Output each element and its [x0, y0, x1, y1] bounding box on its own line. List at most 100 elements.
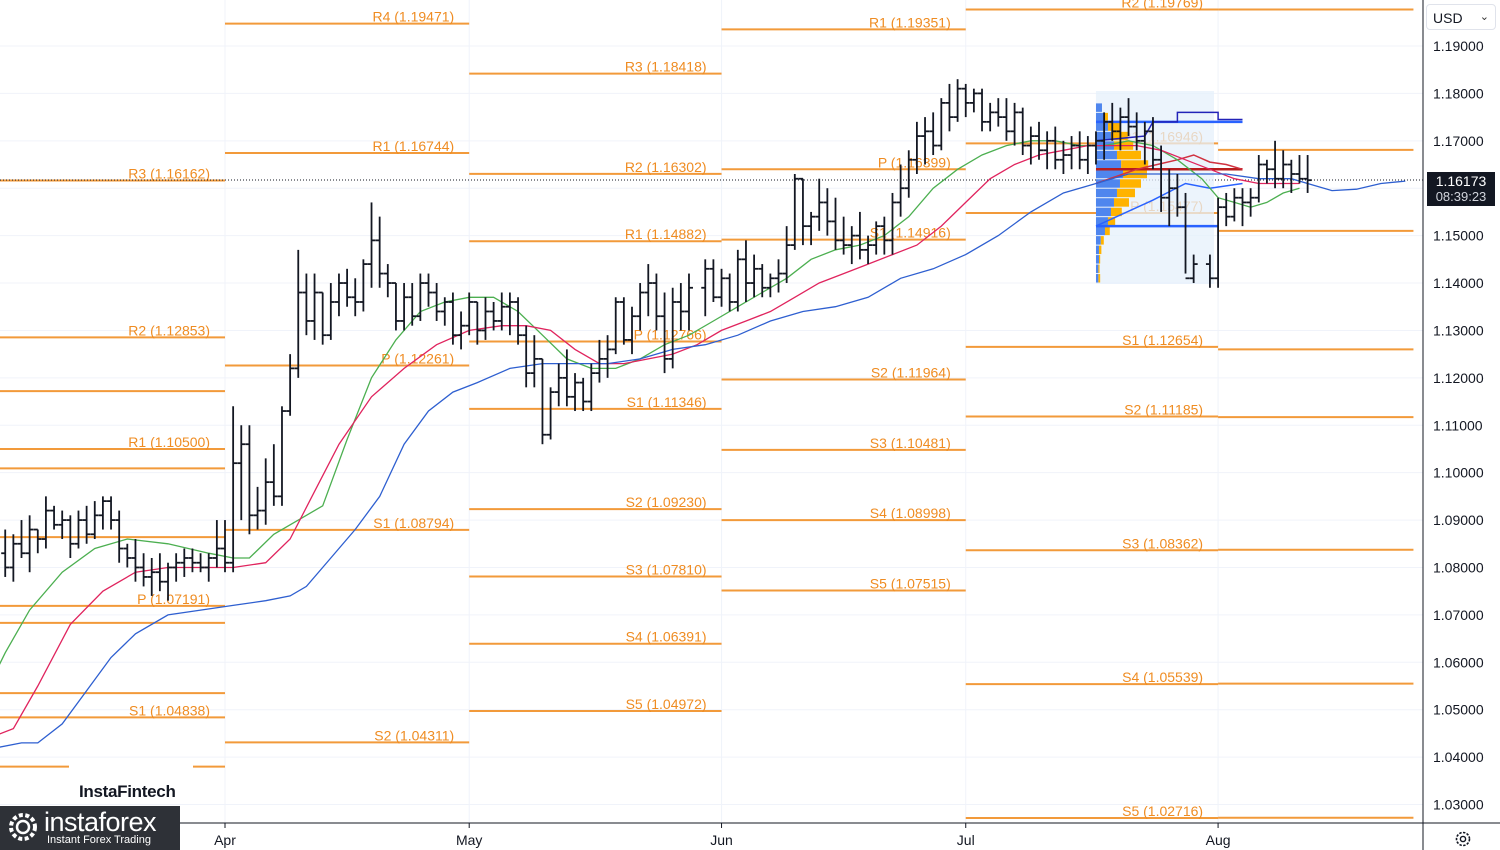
moving-average-line	[0, 173, 1308, 748]
moving-averages	[0, 140, 1406, 748]
ohlc-bar	[823, 188, 832, 236]
volume-bar-blue	[1095, 226, 1105, 236]
ohlc-bar	[652, 273, 661, 331]
ohlc-bar	[1, 529, 10, 577]
pivot-level-label: S3 (1.10481)	[870, 435, 951, 451]
ohlc-bar	[798, 177, 807, 246]
settings-gear-icon[interactable]	[1453, 829, 1473, 849]
currency-label: USD	[1433, 10, 1463, 26]
volume-bar-blue	[1095, 160, 1122, 169]
ohlc-bar	[164, 562, 173, 601]
x-tick-label: May	[456, 832, 482, 848]
y-tick-label: 1.08000	[1433, 559, 1484, 575]
ohlc-bar	[937, 98, 946, 151]
ohlc-bar	[1271, 140, 1280, 189]
price-bars	[1, 79, 1312, 601]
ohlc-bar	[50, 505, 59, 530]
ohlc-bar	[766, 273, 775, 298]
volume-bar-blue	[1095, 245, 1099, 255]
bar-countdown: 08:39:23	[1435, 189, 1487, 204]
ohlc-bar	[277, 406, 286, 506]
pivot-level-label: R1 (1.19351)	[869, 14, 951, 30]
ohlc-bar	[750, 254, 759, 298]
ohlc-bar	[587, 363, 596, 412]
ohlc-bar	[1043, 131, 1052, 170]
y-tick-label: 1.19000	[1433, 38, 1484, 54]
y-tick-label: 1.04000	[1433, 749, 1484, 765]
currency-select[interactable]: USD ⌄	[1426, 4, 1496, 30]
pivot-level-label: S1 (1.11346)	[627, 394, 707, 410]
x-tick-label: Jun	[710, 832, 733, 848]
pivot-level-label: R3 (1.16162)	[128, 166, 210, 182]
volume-bar-blue	[1095, 236, 1101, 245]
y-tick-label: 1.14000	[1433, 275, 1484, 291]
ohlc-bar	[514, 297, 523, 345]
ohlc-bar	[465, 292, 474, 336]
ohlc-bar	[489, 301, 498, 331]
volume-bar-blue	[1095, 274, 1099, 283]
ohlc-bar	[58, 510, 67, 540]
pivot-level-label: R2 (1.16302)	[625, 159, 707, 175]
ohlc-bar	[571, 373, 580, 412]
pivot-level-label: S5 (1.04972)	[626, 696, 707, 712]
ohlc-bar	[359, 259, 368, 312]
volume-bar-orange	[1116, 150, 1141, 160]
ohlc-bar	[188, 548, 197, 573]
y-tick-label: 1.13000	[1433, 322, 1484, 338]
ohlc-bar	[147, 557, 156, 596]
ohlc-bar	[774, 259, 783, 293]
moving-average-projection	[1307, 180, 1406, 192]
pivot-level-label: P (1.07191)	[137, 591, 210, 607]
pivot-level-label: S2 (1.09230)	[626, 494, 707, 510]
y-tick-label: 1.07000	[1433, 607, 1484, 623]
gear-icon	[9, 813, 37, 841]
x-tick-label: Jul	[957, 832, 975, 848]
y-tick-label: 1.17000	[1433, 133, 1484, 149]
ohlc-bar	[1124, 98, 1133, 137]
ohlc-bar	[25, 515, 34, 573]
ohlc-bar	[579, 377, 588, 412]
ohlc-bar	[1189, 254, 1198, 284]
ohlc-bar	[538, 357, 547, 445]
y-tick-label: 1.03000	[1433, 797, 1484, 813]
ohlc-bar	[562, 349, 571, 407]
ohlc-bar	[978, 88, 987, 132]
ohlc-bar	[155, 553, 164, 592]
volume-bar-orange	[1107, 122, 1120, 131]
ohlc-bar	[1140, 121, 1149, 165]
ohlc-bar	[310, 273, 319, 340]
ohlc-bar	[457, 311, 466, 350]
ohlc-bar	[424, 273, 433, 307]
y-tick-label: 1.18000	[1433, 85, 1484, 101]
volume-bar-blue	[1095, 217, 1108, 226]
ohlc-bar	[546, 387, 555, 440]
ohlc-bar	[619, 297, 628, 345]
last-price-tag: 1.16173 08:39:23	[1427, 172, 1495, 206]
volume-profile	[1095, 91, 1243, 284]
x-tick-label: Apr	[214, 832, 236, 848]
ohlc-bar	[807, 211, 816, 246]
pivot-level-label: S5 (1.07515)	[870, 575, 951, 591]
pivot-level-label: S1 (1.12654)	[1122, 332, 1203, 348]
logo-subtitle: Instant Forex Trading	[47, 834, 151, 846]
volume-bar-blue	[1095, 207, 1111, 217]
ohlc-bar	[1157, 145, 1166, 212]
ohlc-bar	[595, 339, 604, 383]
ohlc-bar	[855, 211, 864, 260]
ohlc-bar	[286, 354, 295, 416]
ohlc-bar	[375, 216, 384, 288]
ohlc-bar	[628, 306, 636, 355]
developing-poc-line	[1095, 154, 1243, 185]
ohlc-bar	[131, 539, 140, 582]
volume-bar-orange	[1113, 198, 1129, 207]
volume-bar-orange	[1104, 112, 1108, 122]
x-tick-label: Aug	[1206, 832, 1231, 848]
ohlc-bar	[1295, 155, 1304, 184]
ohlc-bar	[294, 249, 303, 378]
volume-bar-orange	[1107, 217, 1116, 226]
ohlc-bar	[98, 496, 107, 530]
ohlc-bar	[1002, 98, 1011, 141]
ohlc-bar	[261, 458, 270, 525]
pivot-level-label: S2 (1.11964)	[871, 365, 951, 381]
